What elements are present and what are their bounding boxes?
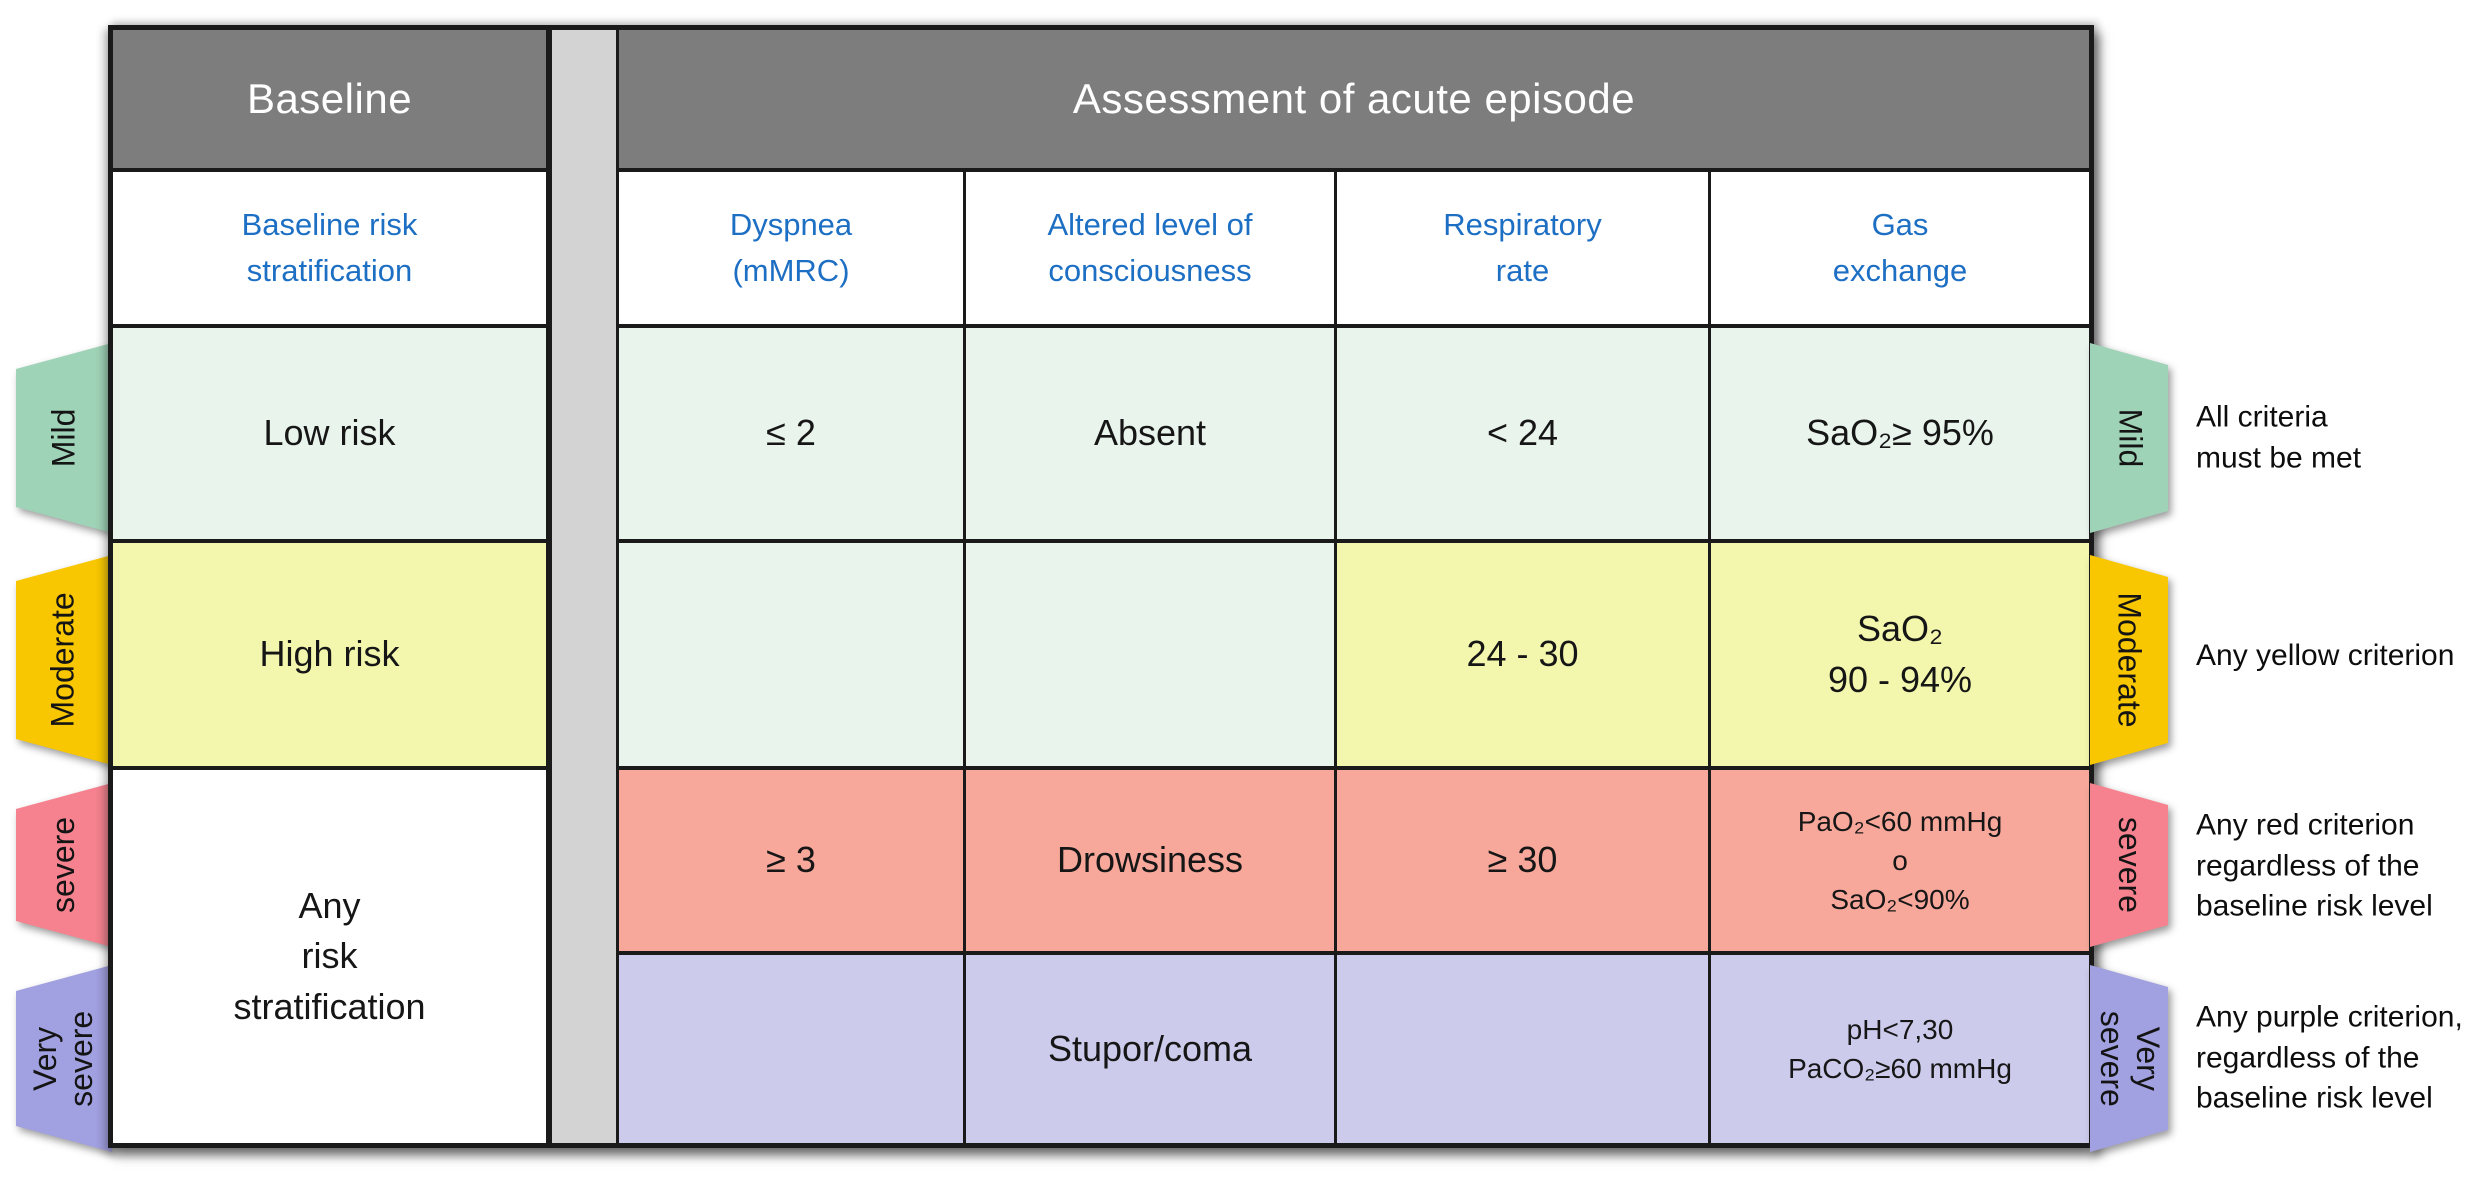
cell-severe-respiratory-rate: ≥ 30 — [1337, 770, 1711, 955]
severity-tab-right-mild: Mild — [2090, 343, 2168, 533]
cell-mild-gas-exchange: SaO₂≥ 95% — [1711, 328, 2089, 543]
severity-tab-label: Very severe — [2094, 1010, 2166, 1107]
severity-tab-label: Very severe — [27, 1010, 100, 1107]
rule-note-moderate: Any yellow criterion — [2196, 638, 2455, 672]
cell-mild-dyspnea: ≤ 2 — [619, 328, 966, 543]
rule-note-severe: Any red criterion regardless of the base… — [2196, 808, 2433, 923]
cell-moderate-gas-exchange: SaO₂ 90 - 94% — [1711, 543, 2089, 770]
cell-severe-gas-exchange: PaO₂<60 mmHg o SaO₂<90% — [1711, 770, 2089, 955]
severity-tab-label: Moderate — [2111, 592, 2148, 728]
cell-moderate-consciousness — [966, 543, 1337, 770]
rule-note-very-severe: Any purple criterion, regardless of the … — [2196, 1000, 2463, 1115]
cell-mild-consciousness: Absent — [966, 328, 1337, 543]
cell-very-severe-consciousness: Stupor/coma — [966, 955, 1337, 1143]
rule-note-mild: All criteria must be met — [2196, 400, 2362, 475]
severity-tab-label: severe — [2111, 816, 2148, 914]
cell-severe-consciousness: Drowsiness — [966, 770, 1337, 955]
cell-very-severe-dyspnea — [619, 955, 966, 1143]
classification-table: Baseline Assessment of acute episode Bas… — [108, 25, 2094, 1148]
cell-moderate-respiratory-rate: 24 - 30 — [1337, 543, 1711, 770]
severity-tab-left-moderate: Moderate — [16, 555, 112, 765]
cell-moderate-baseline: High risk — [113, 543, 549, 770]
cell-very-severe-gas-exchange: pH<7,30 PaCO₂≥60 mmHg — [1711, 955, 2089, 1143]
baseline-header: Baseline — [113, 30, 549, 172]
severity-tab-right-moderate: Moderate — [2090, 555, 2168, 765]
column-header-baseline: Baseline risk stratification — [113, 172, 549, 328]
cell-mild-respiratory-rate: < 24 — [1337, 328, 1711, 543]
severity-tab-label: Mild — [45, 408, 82, 468]
cell-very-severe-respiratory-rate — [1337, 955, 1711, 1143]
severity-tab-label: Mild — [2111, 408, 2148, 468]
severity-tab-left-very-severe: Very severe — [16, 965, 112, 1152]
severity-tab-left-severe: severe — [16, 783, 112, 947]
column-divider — [549, 30, 619, 1143]
cell-mild-baseline: Low risk — [113, 328, 549, 543]
column-header-dyspnea: Dyspnea (mMRC) — [619, 172, 966, 328]
cell-severe-baseline: Any risk stratification — [113, 770, 549, 1143]
column-header-gas-exchange: Gas exchange — [1711, 172, 2089, 328]
column-header-consciousness: Altered level of consciousness — [966, 172, 1337, 328]
severity-tab-right-severe: severe — [2090, 783, 2168, 947]
severity-tab-label: severe — [45, 816, 82, 914]
severity-tab-label: Moderate — [45, 592, 82, 728]
severity-tab-right-very-severe: Very severe — [2090, 965, 2168, 1152]
column-header-respiratory-rate: Respiratory rate — [1337, 172, 1711, 328]
severity-tab-left-mild: Mild — [16, 343, 112, 533]
cell-severe-dyspnea: ≥ 3 — [619, 770, 966, 955]
cell-moderate-dyspnea — [619, 543, 966, 770]
assessment-header: Assessment of acute episode — [619, 30, 2089, 172]
